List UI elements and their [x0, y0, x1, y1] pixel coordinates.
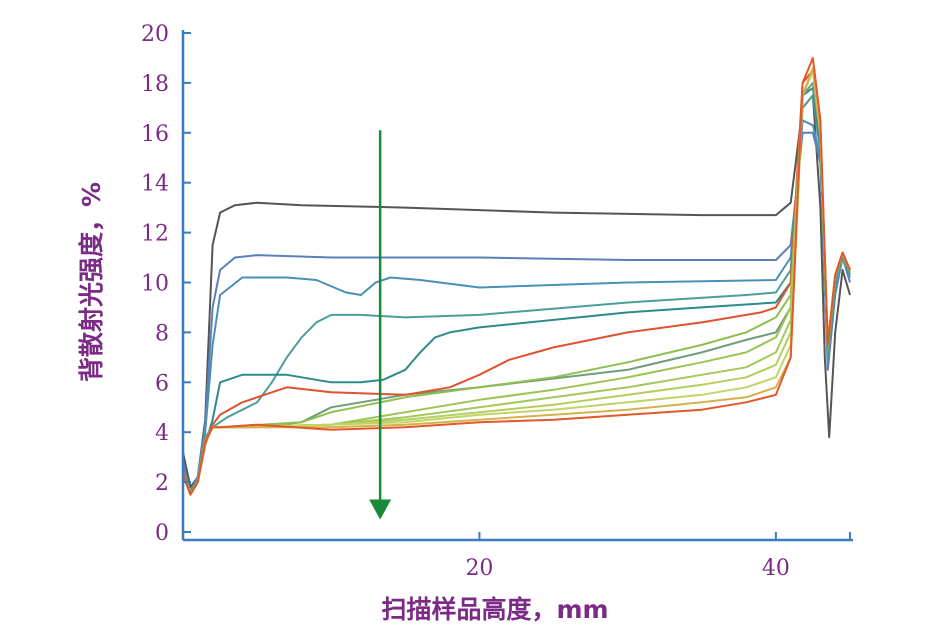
y-tick-label: 8	[155, 321, 169, 346]
x-tick-label: 40	[762, 556, 790, 581]
x-axis-title: 扫描样品高度，mm	[381, 595, 608, 624]
series-line-8	[183, 69, 851, 496]
x-tick-label: 20	[465, 556, 493, 581]
series-line-14	[183, 57, 851, 496]
y-tick-label: 12	[141, 222, 169, 247]
arrow-head	[369, 499, 392, 520]
labels-layer: 扫描样品高度，mm 背散射光强度，%	[77, 182, 609, 624]
series-line-9	[183, 69, 851, 496]
series-line-10	[183, 69, 851, 496]
series-line-1	[183, 94, 851, 489]
y-tick-label: 18	[141, 72, 169, 97]
y-tick-label: 20	[141, 22, 169, 47]
series-line-3	[183, 119, 851, 494]
series-line-4	[183, 94, 851, 494]
annotation-arrow	[369, 130, 392, 520]
series-line-7	[183, 69, 851, 496]
y-tick-label: 0	[155, 521, 169, 546]
series-line-12	[183, 69, 851, 496]
series-layer	[183, 57, 851, 496]
y-tick-label: 4	[155, 421, 169, 446]
series-line-5	[183, 86, 851, 494]
axes-layer: 0 2 4 6 8 10 12 14 16 18 20 20 40	[141, 22, 853, 581]
y-tick-label: 10	[141, 272, 169, 297]
y-tick-label: 14	[141, 172, 169, 197]
y-axis-title: 背散射光强度，%	[77, 182, 106, 382]
y-tick-label: 16	[141, 122, 169, 147]
series-line-6	[183, 81, 851, 494]
y-tick-label: 2	[155, 471, 169, 496]
y-tick-label: 6	[155, 371, 169, 396]
series-line-11	[183, 69, 851, 496]
